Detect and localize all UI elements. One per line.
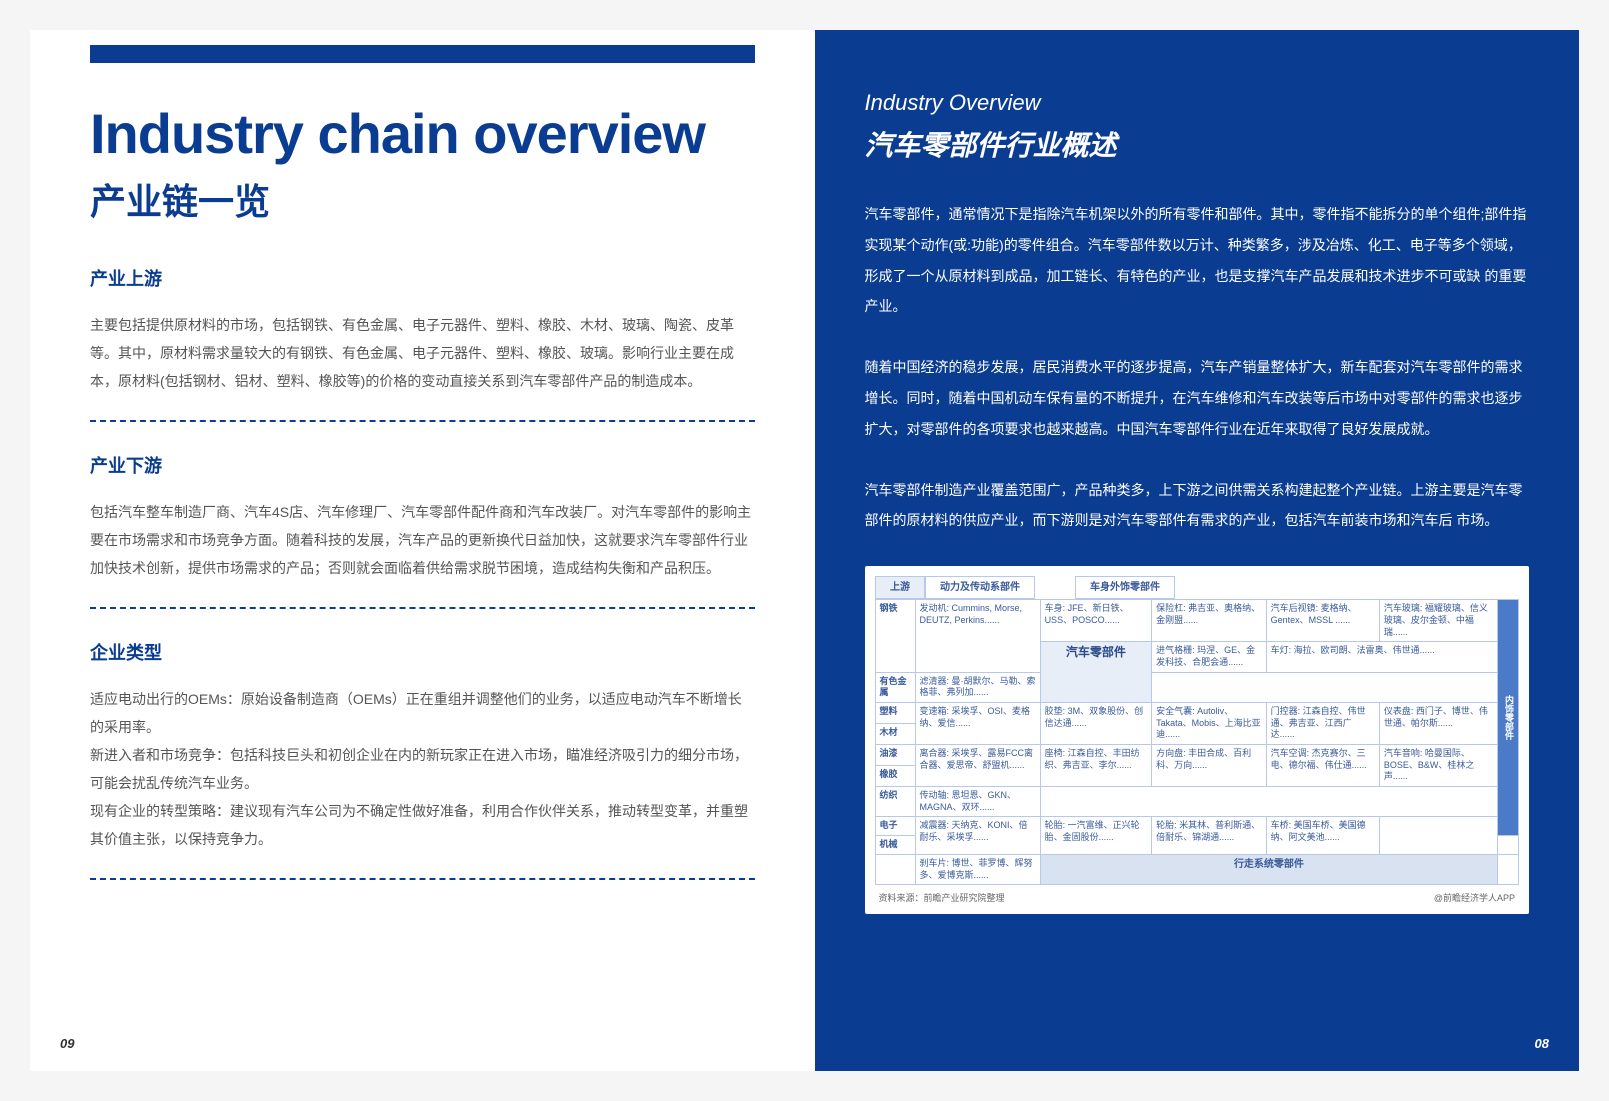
- side-label-interior: 内饰零部件: [1498, 600, 1519, 836]
- right-title-chinese: 汽车零部件行业概述: [865, 124, 1530, 164]
- cell: 安全气囊: Autoliv、Takata、Mobis、上海比亚迪......: [1152, 702, 1266, 744]
- right-paragraph-1: 汽车零部件，通常情况下是指除汽车机架以外的所有零件和部件。其中，零件指不能拆分的…: [865, 199, 1530, 322]
- divider: [90, 420, 755, 422]
- cell: 进气格栅: 玛涅、GE、金发科技、合肥会通......: [1152, 642, 1266, 672]
- cell: 刹车片: 博世、菲罗博、辉努多、爱博克斯......: [915, 854, 1040, 884]
- cell: 座椅: 江森自控、丰田纺织、弗吉亚、李尔......: [1040, 745, 1152, 787]
- right-paragraph-3: 汽车零部件制造产业覆盖范围广，产品种类多，上下游之间供需关系构建起整个产业链。上…: [865, 475, 1530, 537]
- diagram-source-row: 资料来源：前瞻产业研究院整理 @前瞻经济学人APP: [875, 891, 1520, 904]
- row-label-wood: 木材: [875, 724, 915, 745]
- left-page: Industry chain overview 产业链一览 产业上游 主要包括提…: [30, 30, 815, 1071]
- cell: 车身: JFE、新日铁、USS、POSCO......: [1040, 600, 1152, 642]
- page-number-right: 08: [1535, 1036, 1549, 1051]
- diagram-source-left: 资料来源：前瞻产业研究院整理: [879, 891, 1005, 904]
- header-accent-bar: [90, 45, 755, 63]
- cell: 轮胎: 米其林、普利斯通、倍耐乐、锦湖通......: [1152, 817, 1266, 854]
- cell: 离合器: 采埃孚、露易FCC离合器、爱思帝、舒盟机......: [915, 745, 1040, 787]
- divider: [90, 607, 755, 609]
- section-body-upstream: 主要包括提供原材料的市场，包括钢铁、有色金属、电子元器件、塑料、橡胶、木材、玻璃…: [90, 311, 755, 395]
- cell: 汽车玻璃: 福耀玻璃、信义玻璃、皮尔金顿、中福瑞......: [1379, 600, 1497, 642]
- row-label-plastic: 塑料: [875, 702, 915, 723]
- right-subtitle-english: Industry Overview: [865, 90, 1530, 116]
- cell: 车桥: 美国车桥、美国德纳、阿文美池......: [1266, 817, 1379, 854]
- cell: 门控器: 江森自控、伟世通、弗吉亚、江西广达......: [1266, 702, 1379, 744]
- row-label-electronic: 电子: [875, 817, 915, 836]
- cell: 传动轴: 恩坦恩、GKN、MAGNA、双环......: [915, 787, 1040, 817]
- cell: 汽车空调: 杰克赛尔、三电、德尔福、伟仕通......: [1266, 745, 1379, 787]
- cell: 轮胎: 一汽富维、正兴轮胎、金固股份......: [1040, 817, 1152, 854]
- right-page: Industry Overview 汽车零部件行业概述 汽车零部件，通常情况下是…: [815, 30, 1580, 1071]
- right-paragraph-2: 随着中国经济的稳步发展，居民消费水平的逐步提高，汽车产销量整体扩大，新车配套对汽…: [865, 352, 1530, 444]
- row-label-machinery: 机械: [875, 836, 915, 855]
- center-label: 汽车零部件: [1040, 642, 1152, 703]
- industry-chain-diagram: 上游 动力及传动系部件 车身外饰零部件 钢铁 发动机: Cummins, Mor…: [865, 566, 1530, 914]
- diagram-table: 上游 动力及传动系部件 车身外饰零部件 钢铁 发动机: Cummins, Mor…: [875, 576, 1520, 885]
- diagram-source-right: @前瞻经济学人APP: [1434, 891, 1515, 904]
- footer-label: 行走系统零部件: [1040, 854, 1498, 884]
- diagram-tab-body: 车身外饰零部件: [1075, 576, 1175, 599]
- row-label-paint: 油漆: [875, 745, 915, 766]
- cell: 方向盘: 丰田合成、百利科、万向......: [1152, 745, 1266, 787]
- row-label-metal: 有色金属: [875, 672, 915, 702]
- diagram-tab-upstream: 上游: [875, 576, 925, 599]
- cell: 滤清器: 曼·胡默尔、马勒、索格菲、弗列加......: [915, 672, 1040, 702]
- row-label-steel: 钢铁: [875, 600, 915, 672]
- cell: 车灯: 海拉、欧司朗、法雷奥、伟世通......: [1266, 642, 1498, 672]
- cell: 保险杠: 弗吉亚、奥格纳、金刚盟......: [1152, 600, 1266, 642]
- diagram-tab-power: 动力及传动系部件: [925, 576, 1035, 599]
- cell: 减震器: 天纳克、KONI、倍耐乐、采埃孚......: [915, 817, 1040, 854]
- section-body-enterprise: 适应电动出行的OEMs：原始设备制造商（OEMs）正在重组并调整他们的业务，以适…: [90, 685, 755, 853]
- divider: [90, 878, 755, 880]
- cell: 发动机: Cummins, Morse, DEUTZ, Perkins.....…: [915, 600, 1040, 672]
- cell: 仪表盘: 西门子、博世、伟世通、帕尔斯......: [1379, 702, 1497, 744]
- cell: 汽车音响: 哈曼国际、BOSE、B&W、桂林之声......: [1379, 745, 1497, 787]
- section-heading-upstream: 产业上游: [90, 265, 755, 291]
- row-label-rubber: 橡胶: [875, 766, 915, 787]
- cell: 变速箱: 采埃孚、OSI、麦格纳、爱信......: [915, 702, 1040, 744]
- section-heading-enterprise: 企业类型: [90, 639, 755, 665]
- section-heading-downstream: 产业下游: [90, 452, 755, 478]
- row-label-textile: 纺织: [875, 787, 915, 817]
- main-title-chinese: 产业链一览: [90, 173, 755, 225]
- main-title-english: Industry chain overview: [90, 103, 755, 165]
- cell: 汽车后视镜: 麦格纳、Gentex、MSSL ......: [1266, 600, 1379, 642]
- cell: 胶垫: 3M、双象股份、创信达通......: [1040, 702, 1152, 744]
- section-body-downstream: 包括汽车整车制造厂商、汽车4S店、汽车修理厂、汽车零部件配件商和汽车改装厂。对汽…: [90, 498, 755, 582]
- page-number-left: 09: [60, 1036, 74, 1051]
